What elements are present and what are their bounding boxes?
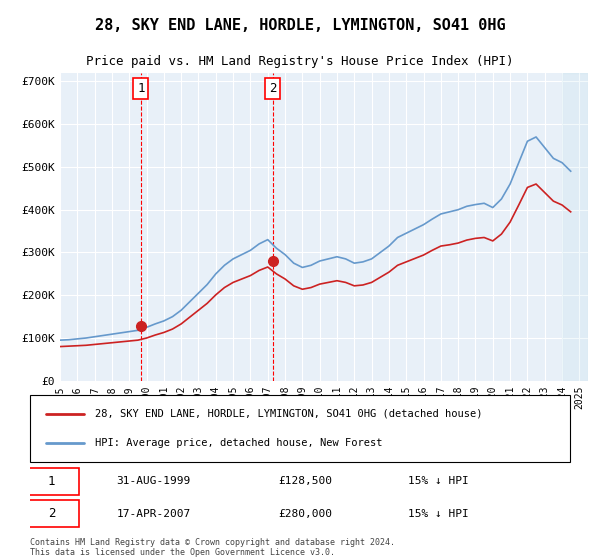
FancyBboxPatch shape — [30, 395, 570, 462]
Text: 2: 2 — [269, 82, 277, 95]
Text: 28, SKY END LANE, HORDLE, LYMINGTON, SO41 0HG: 28, SKY END LANE, HORDLE, LYMINGTON, SO4… — [95, 18, 505, 33]
Text: 1: 1 — [48, 475, 55, 488]
Text: £128,500: £128,500 — [278, 476, 332, 486]
FancyBboxPatch shape — [25, 468, 79, 494]
Text: 28, SKY END LANE, HORDLE, LYMINGTON, SO41 0HG (detached house): 28, SKY END LANE, HORDLE, LYMINGTON, SO4… — [95, 409, 482, 419]
Bar — [562, 73, 588, 381]
Text: £280,000: £280,000 — [278, 509, 332, 519]
Text: 31-AUG-1999: 31-AUG-1999 — [116, 476, 191, 486]
Text: Contains HM Land Registry data © Crown copyright and database right 2024.
This d: Contains HM Land Registry data © Crown c… — [30, 538, 395, 557]
Text: Price paid vs. HM Land Registry's House Price Index (HPI): Price paid vs. HM Land Registry's House … — [86, 55, 514, 68]
Text: 15% ↓ HPI: 15% ↓ HPI — [408, 509, 469, 519]
Text: 17-APR-2007: 17-APR-2007 — [116, 509, 191, 519]
FancyBboxPatch shape — [25, 501, 79, 528]
Text: 15% ↓ HPI: 15% ↓ HPI — [408, 476, 469, 486]
Text: 2: 2 — [48, 507, 55, 520]
Text: 1: 1 — [137, 82, 145, 95]
Text: HPI: Average price, detached house, New Forest: HPI: Average price, detached house, New … — [95, 438, 382, 448]
